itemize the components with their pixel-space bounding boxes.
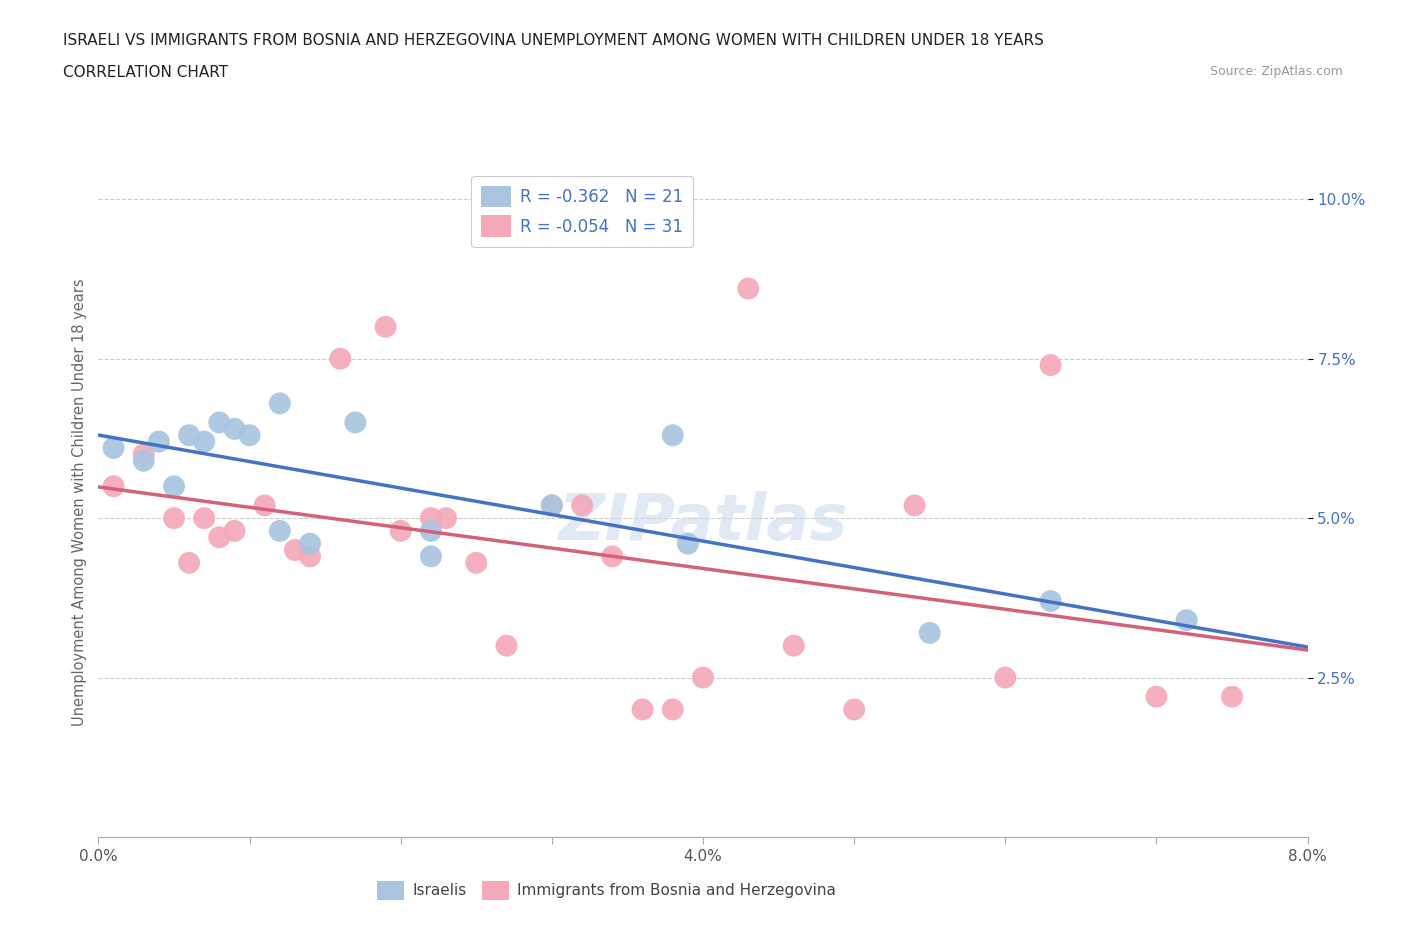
Point (103, 441, 125, 456)
Point (269, 396, 291, 411)
Point (540, 498, 562, 512)
Point (676, 537, 699, 551)
Point (329, 352, 352, 366)
Point (434, 511, 457, 525)
Point (374, 319, 396, 334)
Point (253, 498, 276, 512)
Text: ZIPatlas: ZIPatlas (558, 491, 848, 553)
Point (224, 421, 246, 436)
Point (419, 549, 441, 564)
Point (903, 498, 925, 512)
Point (1039, 358, 1062, 373)
Y-axis label: Unemployment Among Women with Children Under 18 years: Unemployment Among Women with Children U… (72, 278, 87, 726)
Point (1144, 689, 1167, 704)
Point (208, 530, 231, 545)
Point (419, 524, 441, 538)
Point (179, 555, 201, 570)
Point (208, 415, 231, 430)
Point (1175, 613, 1198, 628)
Point (1220, 689, 1243, 704)
Point (299, 549, 322, 564)
Point (132, 447, 155, 462)
Point (163, 479, 186, 494)
Point (179, 428, 201, 443)
Point (163, 511, 186, 525)
Legend: Israelis, Immigrants from Bosnia and Herzegovina: Israelis, Immigrants from Bosnia and Her… (371, 874, 842, 907)
Point (148, 434, 170, 449)
Point (692, 671, 714, 685)
Point (299, 537, 322, 551)
Point (1039, 593, 1062, 608)
Point (239, 428, 262, 443)
Point (631, 702, 654, 717)
Point (602, 549, 624, 564)
Point (389, 524, 412, 538)
Point (844, 702, 866, 717)
Point (465, 555, 488, 570)
Point (284, 542, 307, 557)
Point (540, 498, 562, 512)
Point (994, 671, 1017, 685)
Point (419, 511, 441, 525)
Text: Source: ZipAtlas.com: Source: ZipAtlas.com (1209, 65, 1343, 78)
Point (661, 428, 683, 443)
Point (193, 434, 215, 449)
Point (224, 524, 246, 538)
Point (103, 479, 125, 494)
Point (661, 702, 683, 717)
Point (344, 415, 367, 430)
Point (132, 453, 155, 468)
Point (918, 626, 941, 641)
Text: ISRAELI VS IMMIGRANTS FROM BOSNIA AND HERZEGOVINA UNEMPLOYMENT AMONG WOMEN WITH : ISRAELI VS IMMIGRANTS FROM BOSNIA AND HE… (63, 33, 1045, 47)
Point (737, 281, 759, 296)
Point (782, 638, 804, 653)
Point (193, 511, 215, 525)
Point (571, 498, 593, 512)
Point (495, 638, 517, 653)
Point (269, 524, 291, 538)
Text: CORRELATION CHART: CORRELATION CHART (63, 65, 228, 80)
